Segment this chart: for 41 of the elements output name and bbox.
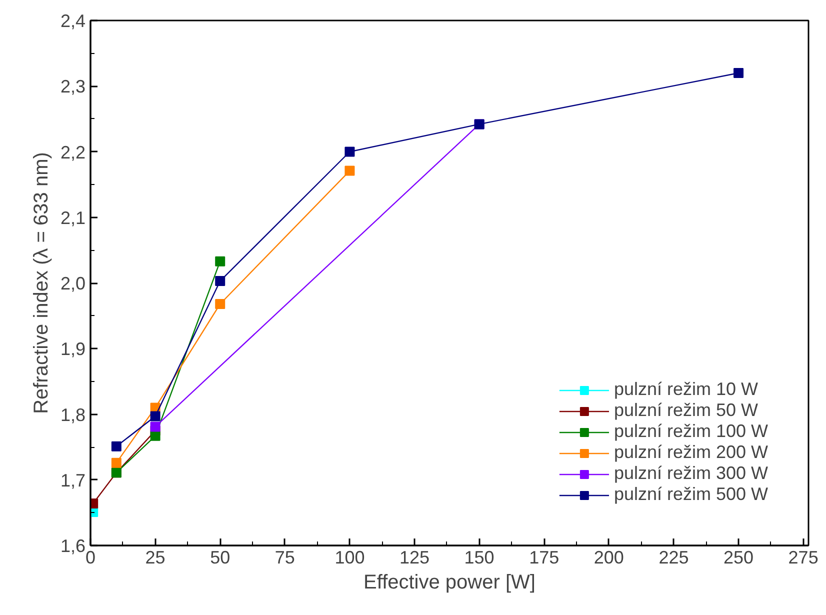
x-tick-label: 75 [274, 548, 295, 568]
y-tick-label: 1,8 [60, 404, 86, 425]
x-tick-label: 0 [85, 548, 96, 568]
point [734, 68, 744, 78]
x-tick-label: 25 [145, 548, 166, 568]
x-tick-label: 175 [529, 548, 560, 568]
x-tick-label: 225 [658, 548, 689, 568]
x-tick-label: 150 [464, 548, 494, 568]
point [150, 430, 160, 441]
legend-label: pulzní režim 50 W [614, 400, 758, 421]
point [111, 458, 122, 468]
legend-label: pulzní režim 100 W [614, 421, 768, 442]
x-tick-label: 100 [334, 548, 365, 568]
y-tick-label: 1,7 [60, 470, 86, 490]
point [344, 146, 355, 157]
y-tick-label: 2,4 [60, 11, 86, 31]
y-tick-label: 2,1 [60, 208, 86, 228]
x-tick-label: 275 [788, 548, 818, 568]
y-tick-label: 1,9 [60, 339, 86, 360]
point [215, 299, 226, 309]
point [150, 411, 160, 422]
legend-label: pulzní režim 300 W [614, 463, 768, 484]
x-tick-label: 125 [399, 548, 430, 568]
x-tick-label: 200 [594, 548, 624, 568]
y-tick-label: 2,3 [60, 76, 86, 97]
point [344, 166, 355, 176]
x-axis-title: Effective power [W] [364, 572, 536, 594]
y-axis-title: Refractive index (λ = 633 nm) [30, 152, 52, 414]
y-tick-label: 2,2 [60, 142, 86, 162]
point [111, 441, 122, 452]
legend-label: pulzní režim 500 W [614, 484, 768, 505]
x-tick-label: 250 [724, 548, 754, 568]
point [150, 422, 160, 432]
point [215, 276, 226, 286]
y-tick-label: 1,6 [60, 536, 86, 556]
y-tick-label: 2,0 [60, 274, 86, 294]
legend-label: pulzní režim 200 W [614, 442, 768, 463]
point [90, 507, 98, 518]
x-tick-label: 50 [210, 548, 230, 568]
point [215, 256, 226, 266]
legend-label: pulzní režim 10 W [614, 379, 758, 400]
